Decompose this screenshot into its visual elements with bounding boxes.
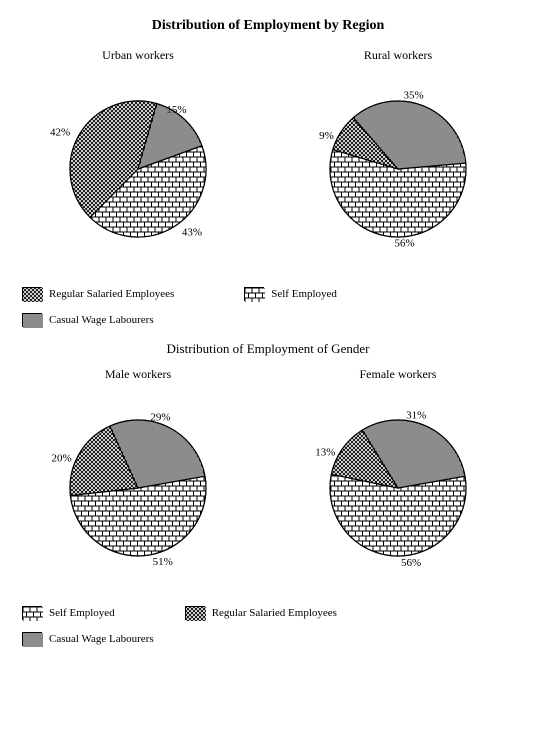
region-row: Urban workers 43% 42% 15% Rural workers [8,48,528,271]
legend-label: Casual Wage Labourers [49,314,154,326]
legend-swatch [244,287,264,301]
slice-label: 42% [50,127,70,139]
pie-rural: 56% 9% 35% [278,67,518,271]
gender-row: Male workers 51% 20% 29% Female workers [8,367,528,590]
legend-label: Self Employed [271,288,337,300]
legend-swatch [22,606,42,620]
slice-label: 29% [150,412,170,424]
legend-item: Self Employed [22,606,115,620]
legend-item: Regular Salaried Employees [22,287,174,301]
chart-rural: Rural workers 56% 9% 35% [278,48,518,271]
legend-region: Regular Salaried Employees Self Employed [8,277,528,331]
legend-label: Regular Salaried Employees [212,607,337,619]
chart-title-female: Female workers [278,367,518,382]
legend-item: Self Employed [244,287,337,301]
legend-swatch [22,287,42,301]
legend-item: Casual Wage Labourers [22,632,154,646]
slice-label: 20% [52,452,72,464]
legend-swatch [22,632,42,646]
slice-label: 31% [406,410,426,422]
chart-male: Male workers 51% 20% 29% [18,367,258,590]
chart-female: Female workers 56% 13% 31% [278,367,518,590]
chart-urban: Urban workers 43% 42% 15% [18,48,258,271]
slice-label: 51% [153,556,173,568]
slice-label: 13% [315,447,335,459]
slice-label: 15% [166,104,186,116]
page: Distribution of Employment by Region Urb… [0,0,536,670]
chart-title-rural: Rural workers [278,48,518,63]
legend-swatch [22,313,42,327]
pie-male: 51% 20% 29% [18,386,258,590]
main-title: Distribution of Employment by Region [8,18,528,34]
slice-label: 35% [404,89,424,101]
sub-title: Distribution of Employment of Gender [8,341,528,357]
legend-label: Regular Salaried Employees [49,288,174,300]
legend-swatch [185,606,205,620]
slice-label: 9% [319,130,334,142]
legend-item: Regular Salaried Employees [185,606,337,620]
legend-label: Casual Wage Labourers [49,633,154,645]
slice-label: 56% [395,238,415,250]
slice-label: 43% [182,226,202,238]
slice-label: 56% [401,557,421,569]
legend-gender: Self Employed Regular Salaried Employees [8,596,528,650]
pie-urban: 43% 42% 15% [18,67,258,271]
pie-female: 56% 13% 31% [278,386,518,590]
chart-title-male: Male workers [18,367,258,382]
legend-item: Casual Wage Labourers [22,313,154,327]
legend-label: Self Employed [49,607,115,619]
chart-title-urban: Urban workers [18,48,258,63]
